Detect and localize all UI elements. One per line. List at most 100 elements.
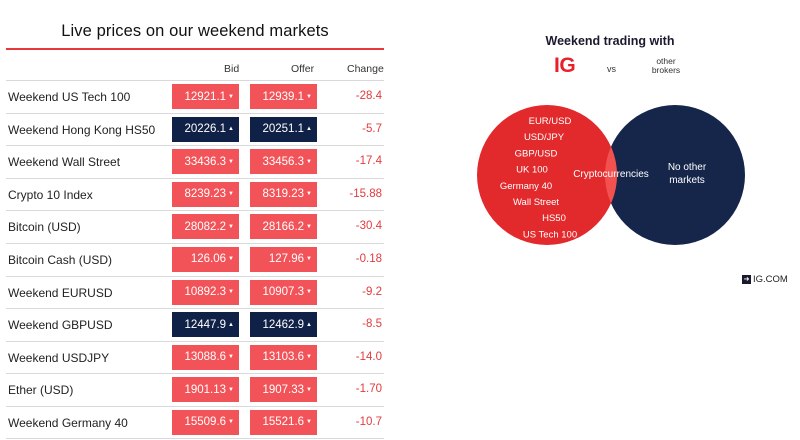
- arrow-up-icon: ▲: [306, 126, 312, 133]
- market-name[interactable]: Weekend Hong Kong HS50: [8, 122, 156, 137]
- market-name[interactable]: Weekend US Tech 100: [8, 90, 131, 104]
- bid-price: 12447.9: [184, 318, 227, 331]
- table-row: Weekend USDJPY 13088.6 ▼ 13103.6 ▼ -14.0: [6, 340, 384, 374]
- ig-market-item: Wall Street: [513, 197, 559, 208]
- bid-price: 10892.3: [184, 286, 227, 299]
- offer-price-button[interactable]: 12462.9 ▲: [250, 312, 317, 338]
- bid-price: 20226.1: [184, 123, 227, 136]
- market-name[interactable]: Bitcoin Cash (USD): [8, 252, 113, 267]
- ig-logo: IG: [554, 54, 576, 77]
- market-name[interactable]: Ether (USD): [8, 383, 74, 398]
- bid-price-button[interactable]: 33436.3 ▼: [172, 149, 239, 175]
- table-row: Weekend Hong Kong HS50 20226.1 ▲ 20251.1 ▲ -5…: [6, 112, 384, 146]
- table-row: Weekend EURUSD 10892.3 ▼ 10907.3 ▼ -9.2: [6, 275, 384, 309]
- bid-price-button[interactable]: 13088.6 ▼: [172, 344, 239, 370]
- market-name[interactable]: Weekend EURUSD: [8, 285, 113, 300]
- bid-price: 13088.6: [184, 351, 227, 364]
- table-row: Weekend Germany 40 15509.6 ▼ 15521.6 ▼ -10.7: [6, 405, 384, 439]
- offer-price-button[interactable]: 1907.33 ▼: [250, 377, 317, 403]
- offer-price-button[interactable]: 20251.1 ▲: [250, 116, 317, 142]
- ig-market-item: GBP/USD: [515, 148, 558, 159]
- arrow-down-icon: ▼: [306, 354, 312, 361]
- arrow-down-icon: ▼: [228, 354, 234, 361]
- price-change: -17.4: [355, 155, 382, 168]
- arrow-down-icon: ▼: [228, 191, 234, 198]
- column-headers: Bid Offer Change: [6, 50, 384, 80]
- vs-label: vs: [607, 64, 616, 74]
- price-change: -5.7: [362, 122, 382, 135]
- offer-price-button[interactable]: 10907.3 ▼: [250, 279, 317, 305]
- ig-market-item: US Tech 100: [523, 229, 577, 240]
- offer-price: 28166.2: [262, 220, 305, 233]
- bid-price-button[interactable]: 126.06 ▼: [172, 246, 239, 272]
- bid-price: 8239.23: [184, 188, 227, 201]
- table-row: Weekend Wall Street 33436.3 ▼ 33456.3 ▼ -17.4: [6, 145, 384, 178]
- arrow-up-icon: ▲: [306, 321, 312, 328]
- arrow-down-icon: ▼: [228, 289, 234, 296]
- arrow-down-icon: ▼: [306, 289, 312, 296]
- offer-price-button[interactable]: 13103.6 ▼: [250, 344, 317, 370]
- live-prices-panel: Live prices on our weekend markets Bid O…: [6, 0, 384, 440]
- venn-diagram: EUR/USD USD/JPY GBP/USD UK 100 Germany 40 Wal…: [477, 105, 745, 245]
- market-name[interactable]: Crypto 10 Index: [8, 187, 93, 202]
- bid-price: 1901.13: [184, 383, 227, 396]
- offer-price: 15521.6: [262, 416, 305, 429]
- arrow-square-icon: ➜: [742, 275, 751, 284]
- bid-price-button[interactable]: 10892.3 ▼: [172, 279, 239, 305]
- ig-market-item: EUR/USD: [529, 116, 572, 127]
- offer-price: 20251.1: [262, 123, 305, 136]
- bid-price: 126.06: [190, 253, 227, 266]
- bid-price-button[interactable]: 12447.9 ▲: [172, 312, 239, 338]
- offer-price: 13103.6: [262, 351, 305, 364]
- ig-market-list: EUR/USD USD/JPY GBP/USD UK 100 Germany 40 Wal…: [500, 116, 577, 240]
- arrow-down-icon: ▼: [228, 223, 234, 230]
- offer-price: 12939.1: [262, 90, 305, 103]
- table-row: Weekend GBPUSD 12447.9 ▲ 12462.9 ▲ -8.5: [6, 308, 384, 341]
- price-change: -10.7: [355, 415, 382, 428]
- venn-title: Weekend trading with: [545, 34, 675, 48]
- other-brokers-line2: brokers: [651, 65, 681, 75]
- offer-price-button[interactable]: 28166.2 ▼: [250, 214, 317, 240]
- bid-price-button[interactable]: 20226.1 ▲: [172, 116, 239, 142]
- other-brokers-label: other brokers: [636, 57, 696, 75]
- no-other-label: No other: [668, 162, 707, 173]
- offer-price: 12462.9: [262, 318, 305, 331]
- market-name[interactable]: Weekend Germany 40: [8, 415, 128, 430]
- bid-price-button[interactable]: 28082.2 ▼: [172, 214, 239, 240]
- offer-column-header: Offer: [291, 63, 315, 75]
- offer-price: 8319.23: [262, 188, 305, 201]
- ig-com-link[interactable]: ➜ IG.COM: [742, 274, 788, 285]
- bid-price-button[interactable]: 8239.23 ▼: [172, 181, 239, 207]
- offer-price-button[interactable]: 8319.23 ▼: [250, 181, 317, 207]
- bid-column-header: Bid: [224, 63, 240, 75]
- offer-price-button[interactable]: 127.96 ▼: [250, 246, 317, 272]
- arrow-down-icon: ▼: [306, 223, 312, 230]
- ig-market-item: HS50: [542, 213, 566, 224]
- change-column-header: Change: [347, 63, 384, 75]
- market-name[interactable]: Weekend GBPUSD: [8, 318, 113, 333]
- markets-label: markets: [669, 175, 705, 186]
- bid-price-button[interactable]: 1901.13 ▼: [172, 377, 239, 403]
- price-change: -14.0: [355, 350, 382, 363]
- bid-price-button[interactable]: 15509.6 ▼: [172, 409, 239, 435]
- price-change: -30.4: [355, 220, 382, 233]
- offer-price-button[interactable]: 33456.3 ▼: [250, 149, 317, 175]
- table-row: Crypto 10 Index 8239.23 ▼ 8319.23 ▼ -15.88: [6, 177, 384, 211]
- bid-price: 15509.6: [184, 416, 227, 429]
- table-row: Weekend US Tech 100 12921.1 ▼ 12939.1 ▼ -28.4: [6, 80, 384, 113]
- offer-price: 1907.33: [262, 383, 305, 396]
- price-change: -1.70: [355, 383, 382, 396]
- price-change: -9.2: [362, 285, 382, 298]
- market-name[interactable]: Weekend Wall Street: [8, 155, 121, 170]
- offer-price-button[interactable]: 12939.1 ▼: [250, 84, 317, 109]
- arrow-down-icon: ▼: [306, 386, 312, 393]
- market-name[interactable]: Weekend USDJPY: [8, 350, 110, 365]
- offer-price-button[interactable]: 15521.6 ▼: [250, 409, 317, 435]
- bid-price-button[interactable]: 12921.1 ▼: [172, 84, 239, 109]
- arrow-down-icon: ▼: [306, 93, 312, 100]
- table-row: Ether (USD) 1901.13 ▼ 1907.33 ▼ -1.70: [6, 373, 384, 406]
- ig-market-item: UK 100: [516, 165, 548, 176]
- prices-title: Live prices on our weekend markets: [61, 22, 329, 40]
- arrow-down-icon: ▼: [306, 191, 312, 198]
- market-name[interactable]: Bitcoin (USD): [8, 220, 81, 235]
